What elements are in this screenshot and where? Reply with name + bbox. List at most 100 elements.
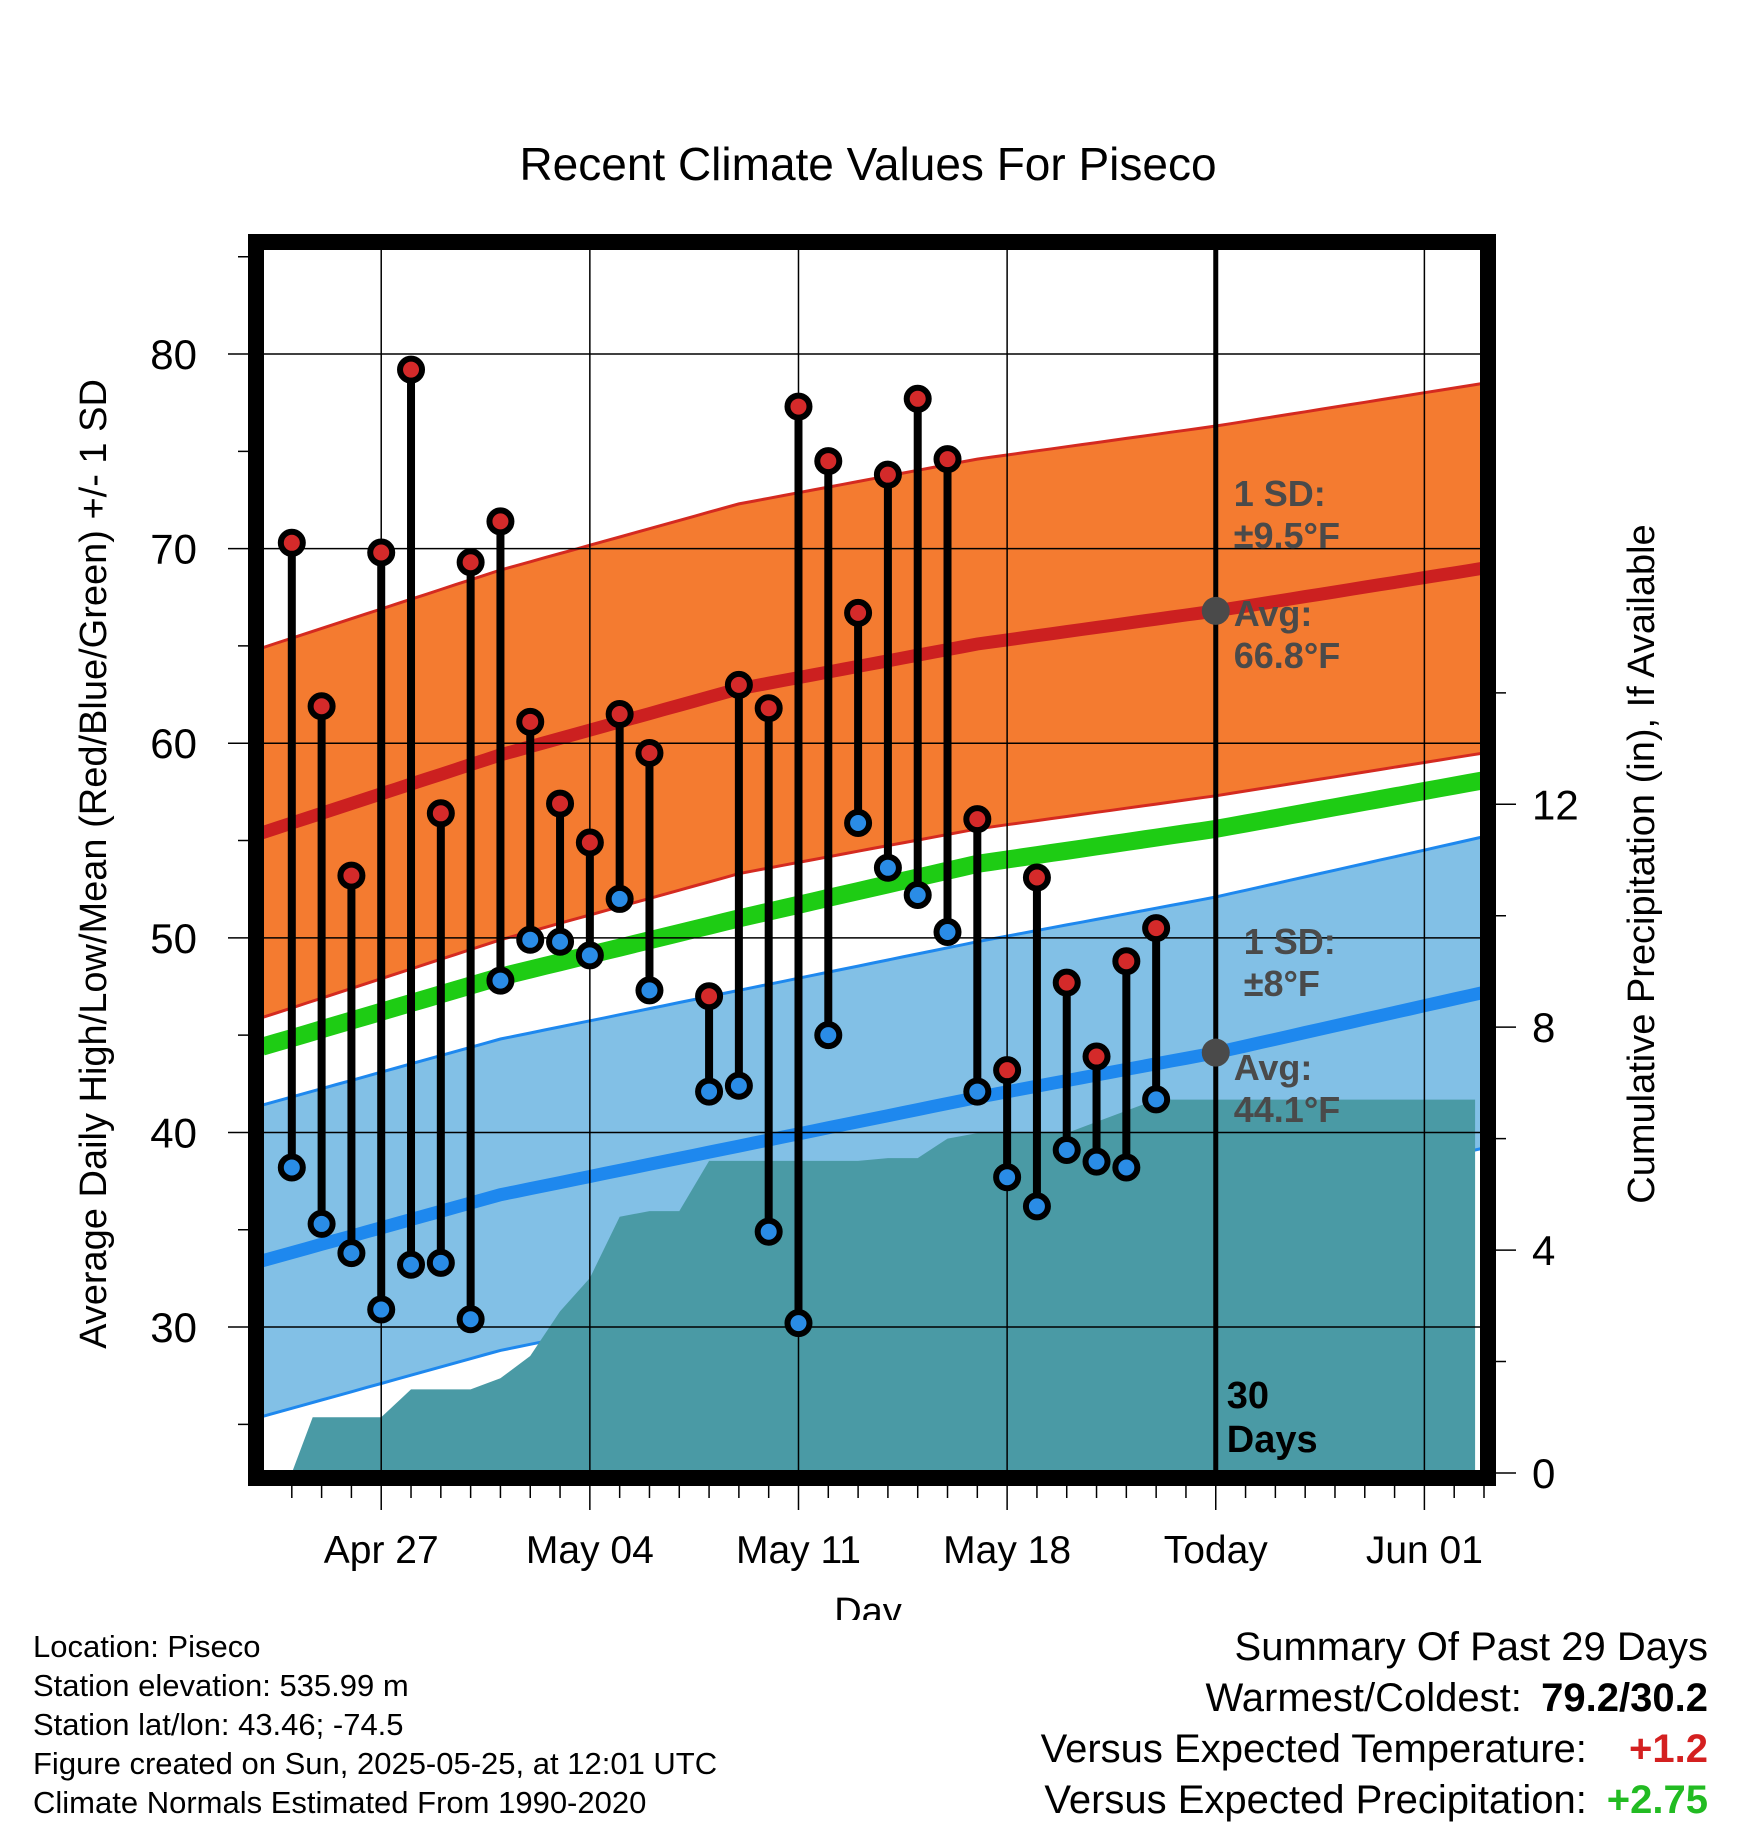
mean-normal-line [262, 771, 1484, 1056]
y2-tick-label: 4 [1532, 1227, 1555, 1274]
daily-low-point [814, 1021, 843, 1050]
chart-title: Recent Climate Values For Piseco [519, 138, 1216, 190]
daily-low-point [605, 884, 634, 913]
daily-high-point [1142, 914, 1171, 943]
daily-low-point [546, 927, 575, 956]
low-sd-band-upper-edge [262, 835, 1484, 1107]
summary-temp-value: +1.2 [1629, 1727, 1708, 1771]
daily-high-point [426, 799, 455, 828]
daily-low-point [695, 1077, 724, 1106]
y-tick-label: 30 [150, 1304, 197, 1351]
daily-low-point [784, 1309, 813, 1338]
daily-high-point [963, 805, 992, 834]
daily-high-point [814, 447, 843, 476]
y-tick-label: 80 [150, 331, 197, 378]
today-days-word: Days [1227, 1419, 1318, 1461]
daily-low-point [1142, 1085, 1171, 1114]
daily-high-point [277, 528, 306, 557]
daily-high-point [1082, 1042, 1111, 1071]
daily-low-point [1052, 1135, 1081, 1164]
high-normal-line [262, 561, 1484, 839]
high-sd-band [262, 383, 1484, 1018]
daily-high-point [993, 1056, 1022, 1085]
high-sd-band-lower-edge [262, 751, 1484, 1020]
daily-low-point [277, 1153, 306, 1182]
summary-heading: Summary Of Past 29 Days [1234, 1625, 1708, 1669]
daily-low-point [873, 853, 902, 882]
daily-high-point [516, 707, 545, 736]
daily-low-point [903, 881, 932, 910]
x-tick-label: Jun 01 [1366, 1529, 1483, 1572]
daily-low-point [993, 1163, 1022, 1192]
x-tick-label: May 11 [736, 1529, 861, 1572]
x-axis-label: Day [834, 1591, 902, 1620]
daily-low-point [754, 1217, 783, 1246]
low-avg-annotation-line-0: Avg: [1234, 1047, 1313, 1088]
x-tick-label: Apr 27 [324, 1529, 439, 1572]
footer-location: Location: Piseco [33, 1629, 261, 1664]
low-avg-annotation-line-1: 44.1°F [1234, 1089, 1340, 1130]
today-days-count: 30 [1227, 1375, 1269, 1417]
daily-high-point [307, 692, 336, 721]
daily-high-point [337, 861, 366, 890]
daily-high-point [605, 700, 634, 729]
daily-high-point [575, 828, 604, 857]
daily-high-point [724, 670, 753, 699]
daily-low-point [456, 1305, 485, 1334]
daily-high-point [695, 982, 724, 1011]
daily-high-point [873, 460, 902, 489]
high-avg-annotation-line-0: Avg: [1234, 593, 1313, 634]
y-tick-label: 60 [150, 720, 197, 767]
daily-high-point [1052, 968, 1081, 997]
low-sd-band [262, 836, 1484, 1417]
today-low-normal-marker [1201, 1038, 1230, 1067]
daily-low-point [575, 941, 604, 970]
daily-high-point [1112, 947, 1141, 976]
daily-low-point [844, 809, 873, 838]
high-avg-annotation-line-1: 66.8°F [1234, 635, 1340, 676]
footer-elevation: Station elevation: 535.99 m [33, 1668, 409, 1703]
climate-chart: Recent Climate Values For Piseco 30Days … [73, 138, 1663, 1620]
daily-low-point [635, 976, 664, 1005]
y2-tick-label: 8 [1532, 1004, 1555, 1051]
summary-precip-row: Versus Expected Precipitation: +2.75 [1041, 1775, 1708, 1826]
footer-latlon: Station lat/lon: 43.46; -74.5 [33, 1707, 404, 1742]
summary-precip-label: Versus Expected Precipitation: [1044, 1778, 1587, 1822]
summary-temp-label: Versus Expected Temperature: [1040, 1727, 1587, 1771]
daily-low-point [1112, 1153, 1141, 1182]
low-normal-line [262, 985, 1484, 1268]
y2-axis-label: Cumulative Precipitation (in), If Availa… [1621, 524, 1663, 1203]
daily-low-point [724, 1071, 753, 1100]
daily-low-point [397, 1250, 426, 1279]
plot-frame [248, 234, 1496, 1486]
daily-low-point [337, 1239, 366, 1268]
summary-panel: Summary Of Past 29 Days Warmest/Coldest:… [1041, 1622, 1708, 1826]
daily-high-point [754, 694, 783, 723]
footer-created: Figure created on Sun, 2025-05-25, at 12… [33, 1746, 718, 1781]
high-sd-annotation-line-1: ±9.5°F [1234, 515, 1340, 556]
daily-high-point [844, 598, 873, 627]
summary-warmest-value: 79.2/30.2 [1541, 1676, 1708, 1720]
summary-warmest-row: Warmest/Coldest: 79.2/30.2 [1041, 1673, 1709, 1724]
low-sd-annotation-line-1: ±8°F [1244, 963, 1320, 1004]
summary-temp-row: Versus Expected Temperature: +1.2 [1041, 1724, 1708, 1775]
y-axis-label: Average Daily High/Low/Mean (Red/Blue/Gr… [73, 379, 115, 1349]
daily-high-point [456, 548, 485, 577]
daily-low-point [933, 918, 962, 947]
daily-low-point [307, 1209, 336, 1238]
daily-high-point [546, 789, 575, 818]
daily-low-point [1022, 1192, 1051, 1221]
daily-high-point [635, 738, 664, 767]
daily-high-point [486, 507, 515, 536]
y-tick-label: 50 [150, 915, 197, 962]
daily-high-point [784, 392, 813, 421]
daily-low-point [516, 925, 545, 954]
y-tick-label: 40 [150, 1109, 197, 1156]
daily-low-point [426, 1248, 455, 1277]
summary-precip-value: +2.75 [1606, 1778, 1708, 1822]
daily-low-point [1082, 1147, 1111, 1176]
y-tick-label: 70 [150, 526, 197, 573]
station-info: Location: Piseco Station elevation: 535.… [33, 1627, 717, 1822]
daily-low-point [486, 966, 515, 995]
daily-high-point [1022, 863, 1051, 892]
